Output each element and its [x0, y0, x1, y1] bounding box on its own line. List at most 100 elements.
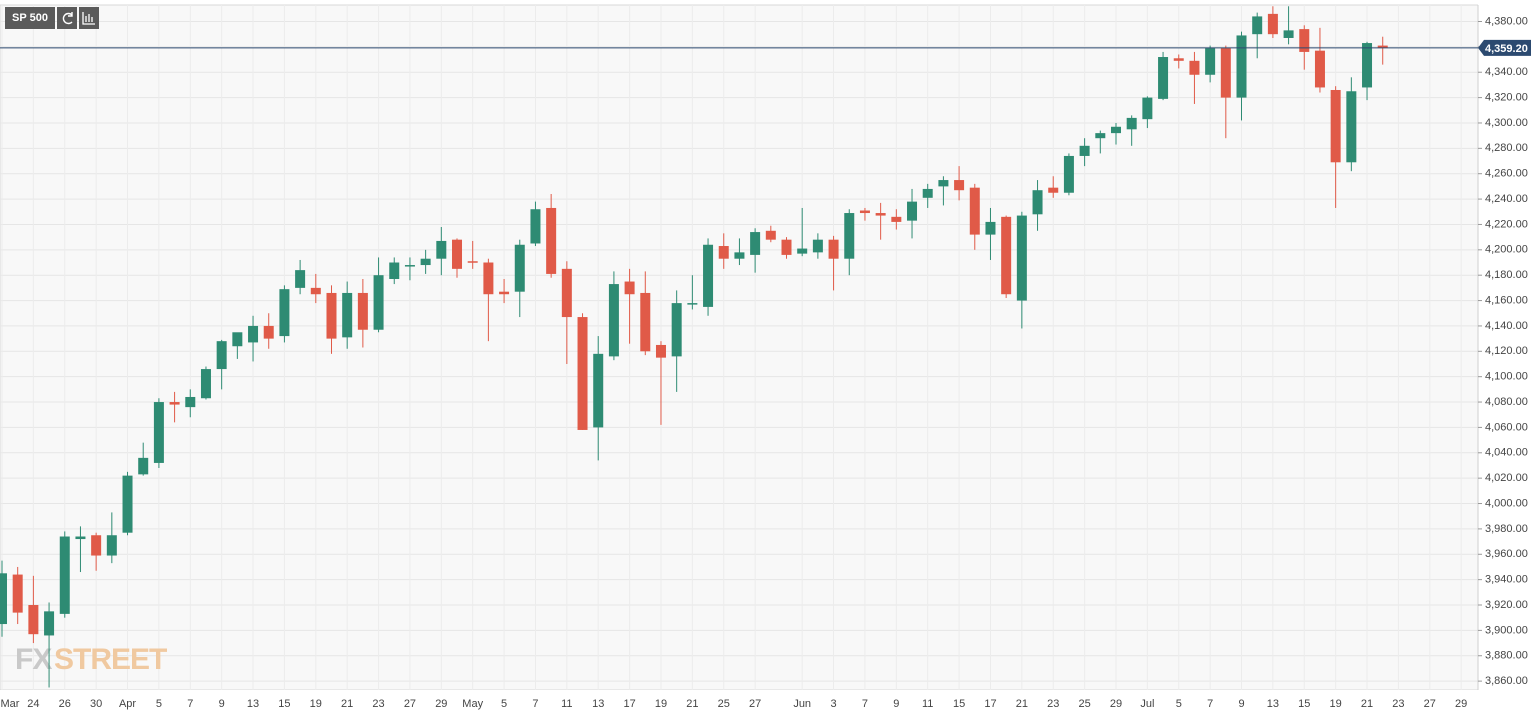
last-price-label: 4,359.20	[1485, 43, 1528, 55]
refresh-icon	[62, 12, 73, 25]
candle-body	[1236, 35, 1247, 98]
candle-body	[1032, 190, 1043, 215]
x-tick-label: 21	[686, 698, 698, 710]
y-axis-area	[1478, 0, 1536, 721]
x-tick-label: 29	[1110, 698, 1122, 710]
candle-body	[153, 402, 164, 463]
y-tick-label: 4,140.00	[1485, 320, 1528, 332]
candle-body	[1220, 48, 1231, 98]
candle-body	[514, 244, 525, 292]
x-tick-label: 11	[561, 698, 572, 710]
candle-body	[655, 344, 666, 358]
candle-body	[59, 536, 70, 614]
candle-body	[922, 188, 933, 198]
candle-body	[467, 261, 478, 263]
watermark-street: STREET	[54, 643, 167, 676]
candle-body	[420, 258, 431, 266]
y-tick-label: 3,900.00	[1485, 624, 1528, 636]
x-tick-label: 19	[310, 698, 322, 710]
candle-body	[765, 230, 776, 240]
refresh-button[interactable]	[57, 7, 77, 29]
y-tick-label: 4,220.00	[1485, 218, 1528, 230]
y-tick-label: 4,100.00	[1485, 371, 1528, 383]
candle-body	[483, 262, 494, 295]
candle-body	[357, 292, 368, 330]
x-tick-label: 30	[90, 698, 102, 710]
y-tick-label: 4,340.00	[1485, 66, 1528, 78]
candle-body	[295, 270, 306, 288]
x-tick-label: 11	[922, 698, 933, 710]
symbol-label: SP 500	[12, 12, 48, 24]
watermark-fx: FX	[15, 643, 52, 676]
y-tick-label: 4,000.00	[1485, 497, 1528, 509]
candle-body	[326, 292, 337, 339]
x-tick-label: 21	[1361, 698, 1373, 710]
x-tick-label: 21	[341, 698, 353, 710]
candle-body	[44, 611, 55, 636]
x-tick-label: 7	[1207, 698, 1213, 710]
candle-body	[1299, 29, 1310, 52]
candle-body	[342, 292, 353, 338]
x-tick-label: 15	[278, 698, 290, 710]
candle-body	[608, 284, 619, 357]
candle-body	[1095, 133, 1106, 139]
candle-body	[1314, 50, 1325, 88]
candle-body	[169, 402, 180, 405]
candle-body	[185, 396, 196, 408]
x-tick-label: 15	[953, 698, 965, 710]
candle-body	[12, 574, 23, 613]
candle-body	[1173, 58, 1184, 61]
candle-body	[28, 605, 39, 635]
candle-body	[530, 209, 541, 244]
candle-body	[216, 341, 227, 370]
candle-body	[263, 325, 274, 339]
x-tick-label: 15	[1298, 698, 1310, 710]
candle-body	[1346, 91, 1357, 163]
symbol-button[interactable]	[5, 7, 55, 29]
y-tick-label: 4,260.00	[1485, 168, 1528, 180]
x-axis-area	[0, 690, 1478, 721]
candle-body	[718, 246, 729, 259]
x-tick-label: 19	[1330, 698, 1342, 710]
x-tick-label: 7	[862, 698, 868, 710]
candle-body	[938, 180, 949, 187]
y-tick-label: 3,980.00	[1485, 523, 1528, 535]
y-tick-label: 4,200.00	[1485, 244, 1528, 256]
candle-body	[499, 291, 510, 295]
y-tick-label: 4,060.00	[1485, 421, 1528, 433]
candle-body	[1158, 57, 1169, 99]
x-tick-label: 17	[984, 698, 996, 710]
candle-body	[703, 244, 714, 307]
candle-body	[844, 213, 855, 259]
y-tick-label: 4,180.00	[1485, 269, 1528, 281]
candle-body	[969, 187, 980, 235]
x-tick-label: 23	[1392, 698, 1404, 710]
plot-area	[0, 4, 1479, 691]
candle-body	[828, 239, 839, 259]
candle-body	[1142, 97, 1153, 120]
candle-body	[593, 353, 604, 428]
candle-body	[750, 232, 761, 255]
x-tick-label: 9	[1238, 698, 1244, 710]
candle-body	[891, 216, 902, 222]
candle-body	[954, 180, 965, 191]
candle-body	[232, 332, 243, 347]
candle-body	[1079, 145, 1090, 156]
candle-body	[1126, 117, 1137, 130]
candle-body	[546, 207, 557, 274]
candle-body	[373, 275, 384, 330]
candle-body	[577, 317, 588, 430]
candle-body	[1267, 13, 1278, 35]
x-tick-label: Jun	[793, 698, 811, 710]
candle-body	[75, 536, 86, 540]
x-tick-label: 13	[247, 698, 259, 710]
x-tick-label: 7	[532, 698, 538, 710]
x-tick-label: 13	[592, 698, 604, 710]
y-tick-label: 3,960.00	[1485, 548, 1528, 560]
candle-body	[875, 213, 886, 216]
candle-body	[561, 268, 572, 318]
x-tick-label: 17	[623, 698, 635, 710]
candle-body	[1252, 16, 1263, 35]
